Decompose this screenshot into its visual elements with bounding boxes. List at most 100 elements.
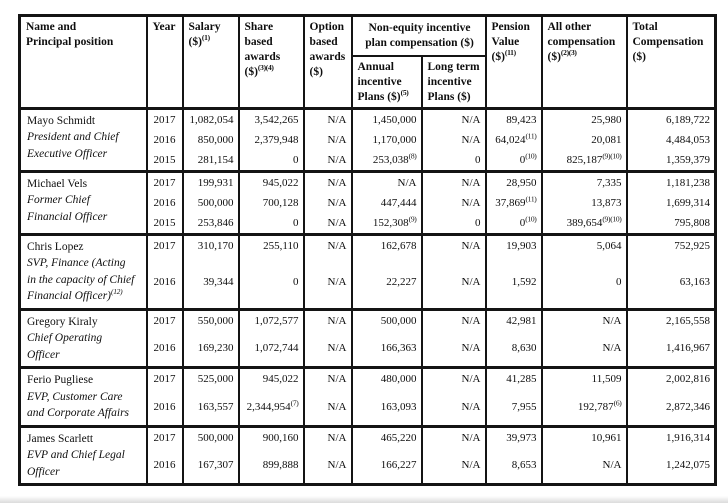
share-cell: 945,022 (237, 171, 305, 193)
option-cell: N/A (302, 309, 353, 339)
salary-cell: 550,000 (181, 309, 240, 339)
data-row: Michael Vels Former Chief Financial Offic… (18, 171, 717, 234)
salary-cell: 167,307 (181, 455, 240, 485)
year-cell: 2017 (145, 108, 184, 130)
person-position: Former Chief Financial Officer (27, 194, 108, 223)
total-cell: 1,359,379 (625, 149, 717, 171)
other-cell: 5,064 (540, 234, 628, 272)
other-cell: 389,654(9)(10) (540, 212, 628, 234)
pension-cell: 8,630 (484, 338, 543, 368)
data-row: 2016 167,307 899,888 N/A 166,227 N/A 8,653 N/A 1… (20, 455, 717, 485)
name-position-cell: Mayo Schmidt President and Chief Executiv… (18, 108, 148, 171)
long-term-cell: N/A (420, 426, 487, 456)
long-term-cell: N/A (420, 108, 487, 130)
header-total-compensation: Total Compensation ($) (625, 15, 717, 110)
year-cell: 2015 (145, 212, 184, 234)
person-name: Gregory Kiraly (27, 315, 98, 328)
data-row: 2016 850,000 2,379,948 N/A 1,170,000 N/A 64,02… (20, 129, 717, 150)
option-cell: N/A (302, 455, 353, 485)
total-cell: 6,189,722 (625, 108, 717, 130)
salary-cell: 1,082,054 (181, 108, 240, 130)
total-cell: 1,699,314 (625, 192, 717, 213)
long-term-cell: N/A (420, 309, 487, 339)
year-cell: 2016 (145, 271, 184, 309)
other-cell: N/A (540, 309, 628, 339)
year-cell: 2016 (145, 338, 184, 368)
person-group: Mayo Schmidt President and Chief Executiv… (18, 108, 717, 171)
pension-cell: 89,423 (484, 108, 543, 130)
header-year: Year (145, 15, 184, 110)
total-cell: 1,916,314 (625, 426, 717, 456)
person-group: Michael Vels Former Chief Financial Offic… (18, 171, 717, 234)
share-cell: 255,110 (237, 234, 305, 272)
long-term-cell: N/A (420, 129, 487, 150)
option-cell: N/A (302, 271, 353, 309)
option-cell: N/A (302, 234, 353, 272)
person-name: Mayo Schmidt (27, 114, 96, 127)
data-row: James Scarlett EVP and Chief Legal Office… (18, 426, 717, 485)
year-cell: 2016 (145, 455, 184, 485)
option-cell: N/A (302, 338, 353, 368)
salary-cell: 169,230 (181, 338, 240, 368)
other-cell: 192,787(6) (540, 396, 628, 426)
header-salary: Salary ($)(1) (181, 15, 240, 110)
other-cell: 13,873 (540, 192, 628, 213)
long-term-cell: 0 (420, 149, 487, 171)
header-annual-incentive: Annual incentive Plans ($)(5) (350, 55, 423, 110)
long-term-cell: N/A (420, 192, 487, 213)
long-term-cell: N/A (420, 396, 487, 426)
share-cell: 900,160 (237, 426, 305, 456)
annual-cell: 162,678 (350, 234, 423, 272)
table-header: Name and Principal position Year Salary ($… (18, 15, 717, 110)
data-row: Mayo Schmidt President and Chief Executiv… (18, 108, 717, 171)
pension-cell: 8,653 (484, 455, 543, 485)
name-position-cell: Ferio Pugliese EVP, Customer Care and Cor… (18, 367, 148, 426)
total-cell: 2,872,346 (625, 396, 717, 426)
other-cell: N/A (540, 338, 628, 368)
pension-cell: 0(10) (484, 149, 543, 171)
salary-cell: 39,344 (181, 271, 240, 309)
year-cell: 2017 (145, 234, 184, 272)
person-position: President and Chief Executive Officer (27, 131, 119, 160)
long-term-cell: N/A (420, 455, 487, 485)
other-cell: 20,081 (540, 129, 628, 150)
person-name: Ferio Pugliese (27, 374, 94, 386)
data-row: Chris Lopez SVP, Finance (Acting in the c… (18, 234, 717, 309)
data-row: 2016 163,557 2,344,954(7) N/A 163,093 N/A 7,95… (20, 396, 717, 426)
pension-cell: 0(10) (484, 212, 543, 234)
option-cell: N/A (302, 108, 353, 130)
pension-cell: 7,955 (484, 396, 543, 426)
annual-cell: 500,000 (350, 309, 423, 339)
annual-cell: N/A (350, 171, 423, 193)
share-cell: 1,072,744 (237, 338, 305, 368)
share-cell: 3,542,265 (237, 108, 305, 130)
year-cell: 2017 (145, 426, 184, 456)
option-cell: N/A (302, 212, 353, 234)
total-cell: 63,163 (625, 271, 717, 309)
salary-cell: 500,000 (181, 192, 240, 213)
pension-cell: 41,285 (484, 367, 543, 397)
salary-cell: 850,000 (181, 129, 240, 150)
annual-cell: 480,000 (350, 367, 423, 397)
total-cell: 1,242,075 (625, 455, 717, 485)
option-cell: N/A (302, 129, 353, 150)
annual-cell: 465,220 (350, 426, 423, 456)
year-cell: 2017 (145, 171, 184, 193)
data-row: Ferio Pugliese EVP, Customer Care and Cor… (18, 367, 717, 426)
share-cell: 700,128 (237, 192, 305, 213)
long-term-cell: N/A (420, 234, 487, 272)
person-group: Gregory Kiraly Chief Operating Officer 201… (18, 309, 717, 368)
long-term-cell: N/A (420, 338, 487, 368)
share-cell: 2,344,954(7) (237, 396, 305, 426)
year-cell: 2016 (145, 129, 184, 150)
page-edge-shadow (0, 496, 728, 503)
data-row: 2016 169,230 1,072,744 N/A 166,363 N/A 8,630 N/… (20, 338, 717, 368)
person-position: Chief Operating Officer (27, 332, 103, 361)
share-cell: 0 (237, 212, 305, 234)
header-pension-value: Pension Value ($)(11) (484, 15, 543, 110)
annual-cell: 447,444 (350, 192, 423, 213)
pension-cell: 28,950 (484, 171, 543, 193)
data-row: 2016 39,344 0 N/A 22,227 N/A 1,592 0 63,163 (20, 271, 717, 309)
person-position: EVP, Customer Care and Corporate Affairs (27, 390, 130, 420)
option-cell: N/A (302, 149, 353, 171)
